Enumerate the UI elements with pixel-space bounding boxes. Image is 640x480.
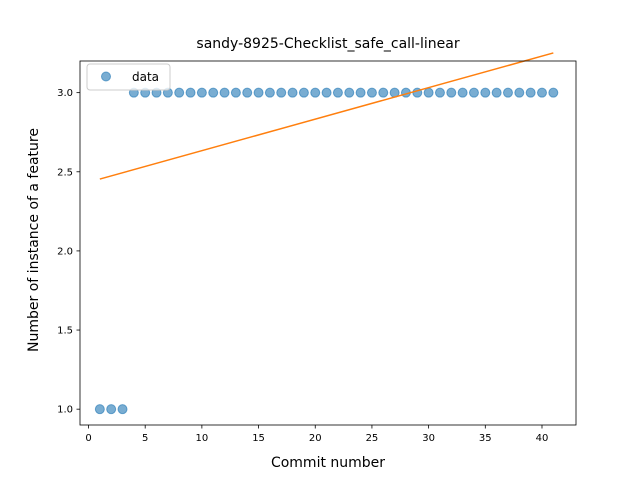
chart-title: sandy-8925-Checklist_safe_call-linear xyxy=(196,36,459,52)
y-tick-label: 3.0 xyxy=(57,88,73,99)
x-tick-label: 0 xyxy=(85,433,91,444)
legend-box xyxy=(86,63,171,91)
x-tick-label: 20 xyxy=(309,433,322,444)
x-tick-label: 15 xyxy=(252,433,265,444)
data-point xyxy=(208,87,219,98)
y-tick-label: 1.0 xyxy=(57,405,73,416)
data-point xyxy=(468,87,479,98)
data-point xyxy=(106,404,117,415)
data-point xyxy=(344,87,355,98)
legend-marker-data xyxy=(101,71,111,82)
x-tick-label: 30 xyxy=(422,433,435,444)
data-point xyxy=(230,87,241,98)
data-point xyxy=(355,87,366,98)
data-point xyxy=(525,87,536,98)
data-point xyxy=(174,87,185,98)
data-point xyxy=(332,87,343,98)
data-point xyxy=(94,404,105,415)
y-tick-label: 2.5 xyxy=(57,167,73,178)
y-tick-label: 2.0 xyxy=(57,246,73,257)
data-point xyxy=(480,87,491,98)
legend-label-data: data xyxy=(132,70,159,84)
data-point xyxy=(548,87,559,98)
data-point xyxy=(423,87,434,98)
data-point xyxy=(434,87,445,98)
data-point xyxy=(366,87,377,98)
data-point xyxy=(310,87,321,98)
data-point xyxy=(514,87,525,98)
data-point xyxy=(185,87,196,98)
data-point xyxy=(457,87,468,98)
data-point xyxy=(196,87,207,98)
y-tick-label: 1.5 xyxy=(57,326,73,337)
legend: data xyxy=(86,63,171,91)
x-tick-label: 5 xyxy=(142,433,148,444)
fit-line xyxy=(99,52,554,180)
data-point xyxy=(287,87,298,98)
x-tick-label: 10 xyxy=(196,433,209,444)
data-point xyxy=(502,87,513,98)
axes: 0 5 10 15 20 25 30 35 40 1.0 1.5 2.0 2.5 3.0 xyxy=(57,60,577,444)
x-tick-label: 40 xyxy=(536,433,549,444)
data-point xyxy=(253,87,264,98)
data-point xyxy=(219,87,230,98)
data-point xyxy=(264,87,275,98)
x-axis-label: Commit number xyxy=(271,455,385,471)
data-point xyxy=(321,87,332,98)
data-point xyxy=(117,404,128,415)
x-tick-label: 35 xyxy=(479,433,492,444)
data-point xyxy=(378,87,389,98)
data-point xyxy=(491,87,502,98)
data-point xyxy=(276,87,287,98)
axes-frame xyxy=(79,60,577,426)
data-point xyxy=(298,87,309,98)
data-point xyxy=(242,87,253,98)
data-point xyxy=(446,87,457,98)
data-point xyxy=(536,87,547,98)
x-tick-label: 25 xyxy=(366,433,379,444)
y-axis-label: Number of instance of a feature xyxy=(26,128,42,352)
